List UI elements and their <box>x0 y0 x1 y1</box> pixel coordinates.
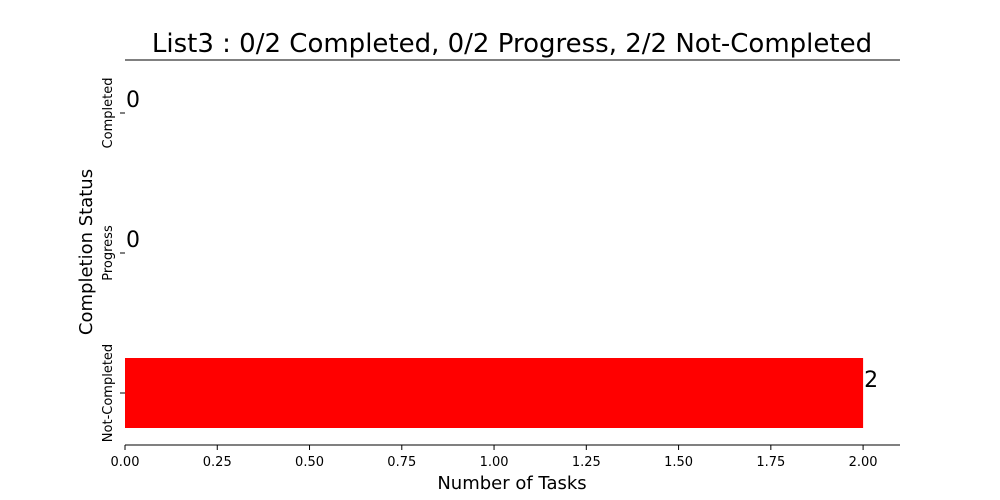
data-label: 0 <box>126 228 140 253</box>
y-axis-label: Completion Status <box>76 169 97 335</box>
x-tick-label: 0.50 <box>295 455 324 470</box>
x-tick-label: 1.00 <box>480 455 509 470</box>
data-labels: 0 0 2 <box>126 88 878 393</box>
x-tick-label: 0.00 <box>111 455 140 470</box>
x-tick-label: 1.25 <box>572 455 601 470</box>
x-tick-label: 0.25 <box>203 455 232 470</box>
x-tick-label: 2.00 <box>849 455 878 470</box>
y-tick-label: Progress <box>101 225 116 281</box>
y-tick-label: Completed <box>101 78 116 149</box>
x-ticks: 0.00 0.25 0.50 0.75 1.00 1.25 1.50 1.75 2.00 <box>111 445 878 470</box>
bars-group <box>125 358 864 428</box>
chart-title: List3 : 0/2 Completed, 0/2 Progress, 2/2… <box>152 29 872 59</box>
x-tick-label: 1.75 <box>756 455 785 470</box>
bar-not-completed <box>125 358 864 428</box>
x-axis-label: Number of Tasks <box>437 473 586 494</box>
data-label: 0 <box>126 88 140 113</box>
y-tick-labels: Completed Progress Not-Completed <box>101 78 125 442</box>
x-tick-label: 0.75 <box>387 455 416 470</box>
x-tick-label: 1.50 <box>664 455 693 470</box>
data-label: 2 <box>864 368 878 393</box>
y-tick-label: Not-Completed <box>101 344 116 442</box>
